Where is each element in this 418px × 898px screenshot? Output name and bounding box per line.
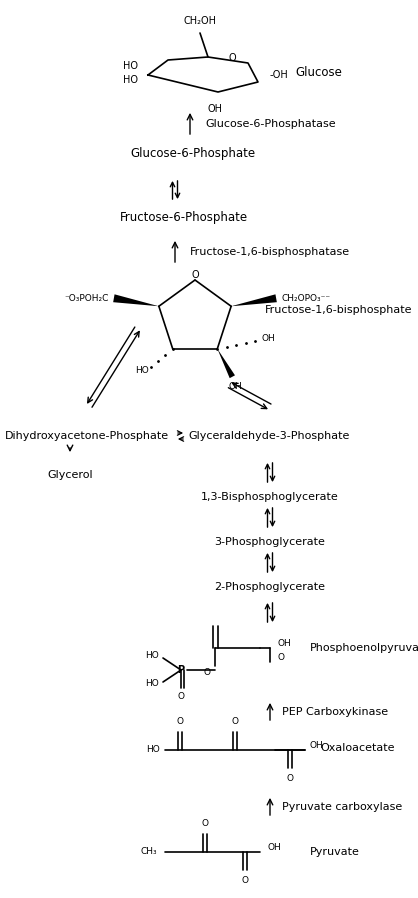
Text: Fructose-6-Phosphate: Fructose-6-Phosphate (120, 210, 248, 224)
Text: 2-Phosphoglycerate: 2-Phosphoglycerate (214, 582, 326, 592)
Text: HO: HO (123, 75, 138, 85)
Text: 3-Phosphoglycerate: 3-Phosphoglycerate (214, 537, 326, 547)
Text: OH: OH (267, 842, 281, 851)
Text: -OH: -OH (270, 70, 289, 80)
Text: O: O (232, 717, 239, 726)
Text: O: O (277, 654, 284, 663)
Text: O: O (191, 270, 199, 280)
Text: Glyceraldehyde-3-Phosphate: Glyceraldehyde-3-Phosphate (188, 431, 349, 441)
Text: HO: HO (123, 61, 138, 71)
Text: HO: HO (145, 680, 159, 689)
Text: CH₂OH: CH₂OH (184, 16, 217, 26)
Text: O: O (242, 876, 248, 885)
Text: 1,3-Bisphosphoglycerate: 1,3-Bisphosphoglycerate (201, 492, 339, 502)
Text: CH₂OPO₃⁻⁻: CH₂OPO₃⁻⁻ (281, 294, 330, 303)
Text: HO: HO (135, 366, 149, 375)
Polygon shape (217, 348, 235, 378)
Text: Phosphoenolpyruvate: Phosphoenolpyruvate (310, 643, 418, 653)
Text: Dihydroxyacetone-Phosphate: Dihydroxyacetone-Phosphate (5, 431, 169, 441)
Polygon shape (113, 295, 159, 306)
Text: O: O (178, 692, 184, 701)
Text: OH: OH (261, 334, 275, 343)
Text: HO: HO (145, 652, 159, 661)
Text: Pyruvate: Pyruvate (310, 847, 360, 857)
Text: OH: OH (229, 383, 242, 392)
Text: O: O (201, 819, 209, 828)
Text: P: P (177, 665, 185, 675)
Text: Fructose-1,6-bisphosphatase: Fructose-1,6-bisphosphatase (190, 247, 350, 257)
Text: Glucose-6-Phosphatase: Glucose-6-Phosphatase (205, 119, 336, 129)
Text: CH₃: CH₃ (140, 848, 157, 857)
Text: Glucose-6-Phosphate: Glucose-6-Phosphate (130, 146, 255, 160)
Text: OH: OH (310, 741, 324, 750)
Text: O: O (286, 774, 293, 783)
Text: O: O (176, 717, 184, 726)
Text: Pyruvate carboxylase: Pyruvate carboxylase (282, 802, 402, 812)
Text: HO: HO (146, 745, 160, 754)
Text: OH: OH (207, 104, 222, 114)
Text: O: O (203, 668, 210, 677)
Text: Oxaloacetate: Oxaloacetate (320, 743, 395, 753)
Polygon shape (231, 295, 277, 306)
Text: PEP Carboxykinase: PEP Carboxykinase (282, 707, 388, 717)
Text: O: O (228, 53, 236, 63)
Text: OH: OH (277, 638, 291, 647)
Text: Glycerol: Glycerol (47, 470, 93, 480)
Text: Glucose: Glucose (295, 66, 342, 80)
Text: ⁻O₃POH₂C: ⁻O₃POH₂C (64, 294, 109, 303)
Text: Fructose-1,6-bisphosphate: Fructose-1,6-bisphosphate (265, 305, 413, 315)
